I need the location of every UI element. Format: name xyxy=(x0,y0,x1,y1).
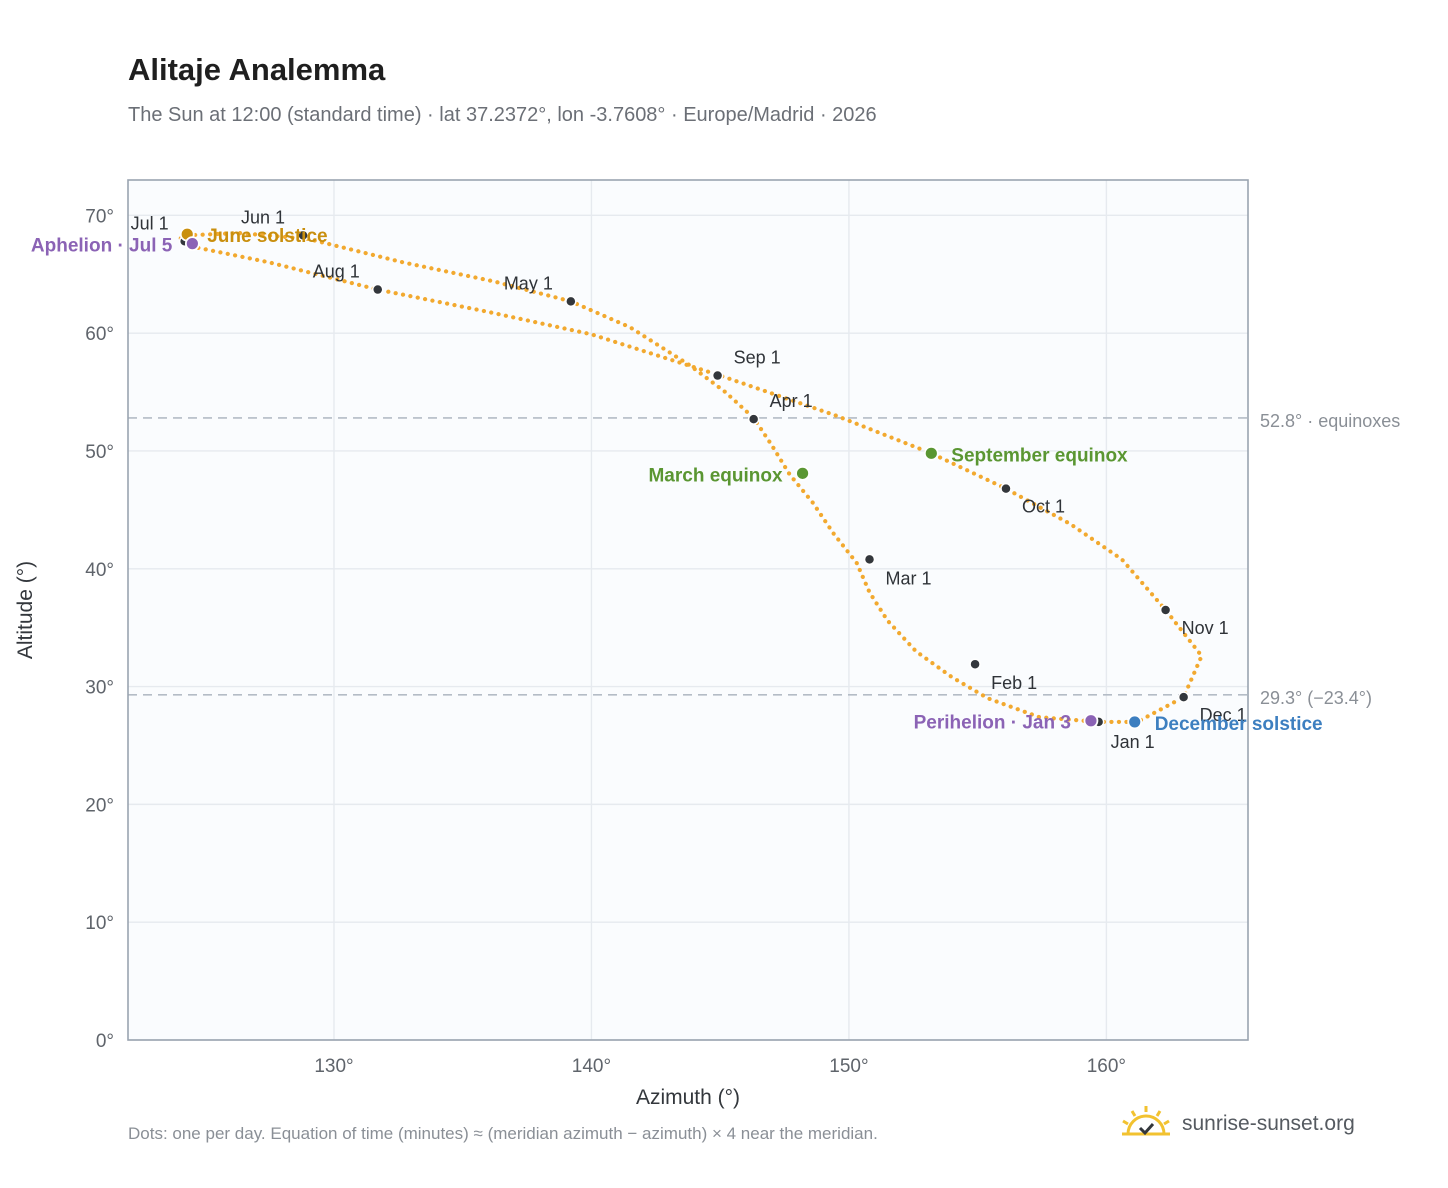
month-marker xyxy=(747,413,760,425)
month-label: Jan 1 xyxy=(1111,732,1155,752)
reference-lines: 52.8° · equinoxes 29.3° (−23.4°) xyxy=(128,411,1400,708)
reference-line-label: 52.8° · equinoxes xyxy=(1260,411,1400,431)
chart-subtitle: The Sun at 12:00 (standard time) · lat 3… xyxy=(128,104,877,126)
month-label: Nov 1 xyxy=(1182,618,1229,638)
month-marker xyxy=(1177,691,1190,703)
y-tick-label: 0° xyxy=(96,1031,114,1052)
month-marker xyxy=(1159,604,1172,616)
month-marker xyxy=(371,283,384,296)
event-markers: June solstice Aphelion · Jul 5 March equin… xyxy=(31,226,1323,735)
y-tick-label: 30° xyxy=(85,678,114,699)
analemma-path xyxy=(177,230,1204,725)
y-tick-label: 10° xyxy=(85,913,114,934)
y-tick-label: 70° xyxy=(85,206,114,227)
plot-frame xyxy=(127,179,1249,1041)
brand[interactable]: sunrise-sunset.org xyxy=(1120,1100,1355,1148)
y-tick-label: 20° xyxy=(85,795,114,816)
x-tick-label: 130° xyxy=(314,1056,353,1077)
event-label: Perihelion · Jan 3 xyxy=(914,713,1071,734)
month-marker xyxy=(863,553,876,566)
footnote: Dots: one per day. Equation of time (min… xyxy=(128,1124,878,1143)
month-label: May 1 xyxy=(504,273,553,293)
y-axis-label: Altitude (°) xyxy=(14,561,37,659)
x-tick-label: 140° xyxy=(572,1056,611,1077)
grid-lines xyxy=(128,180,1248,1041)
event-label: March equinox xyxy=(648,465,783,486)
month-label: Apr 1 xyxy=(770,391,813,411)
event-label: December solstice xyxy=(1155,714,1323,735)
event-label: June solstice xyxy=(207,226,327,247)
reference-line-label: 29.3° (−23.4°) xyxy=(1260,688,1372,708)
event-marker xyxy=(795,465,810,481)
month-marker xyxy=(969,658,981,670)
event-marker xyxy=(923,445,939,461)
month-label: Dec 1 xyxy=(1200,705,1247,725)
month-marker xyxy=(565,295,577,308)
month-marker xyxy=(711,369,724,382)
month-label: Jun 1 xyxy=(241,207,285,227)
y-tick-label: 50° xyxy=(85,442,114,463)
month-marker xyxy=(1000,482,1012,495)
x-axis-label: Azimuth (°) xyxy=(636,1086,740,1109)
event-label: September equinox xyxy=(951,445,1128,466)
event-label: Aphelion · Jul 5 xyxy=(31,236,173,257)
plot-background xyxy=(128,180,1248,1040)
y-tick-label: 40° xyxy=(85,560,114,581)
month-label: Jul 1 xyxy=(131,213,169,233)
event-marker xyxy=(1127,714,1143,730)
month-label: Feb 1 xyxy=(991,673,1037,693)
month-label: Aug 1 xyxy=(313,262,360,282)
sun-check-icon xyxy=(1122,1106,1170,1136)
x-tick-label: 150° xyxy=(829,1056,868,1077)
month-label: Sep 1 xyxy=(734,348,781,368)
event-marker xyxy=(1083,713,1099,729)
axis-ticks: 130° 140° 150° 160° 0° 10° 20° 30° 40° 50° 60° 70° xyxy=(85,206,1126,1077)
month-label: Mar 1 xyxy=(886,568,932,588)
month-marker xyxy=(297,229,309,242)
chart-title: Alitaje Analemma xyxy=(128,52,386,87)
month-label: Oct 1 xyxy=(1022,497,1065,517)
y-tick-label: 60° xyxy=(85,324,114,345)
x-tick-label: 160° xyxy=(1087,1056,1126,1077)
brand-text[interactable]: sunrise-sunset.org xyxy=(1182,1112,1355,1135)
event-marker xyxy=(184,236,200,252)
daily-dots-line xyxy=(177,230,1204,725)
